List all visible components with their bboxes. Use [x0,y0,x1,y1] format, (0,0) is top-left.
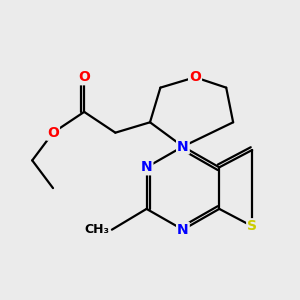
Text: O: O [189,70,201,84]
Text: S: S [247,219,257,233]
Text: N: N [177,140,189,154]
Text: O: O [78,70,90,84]
Text: O: O [47,126,59,140]
Text: N: N [141,160,152,174]
Text: N: N [177,223,189,237]
Text: CH₃: CH₃ [84,223,109,236]
